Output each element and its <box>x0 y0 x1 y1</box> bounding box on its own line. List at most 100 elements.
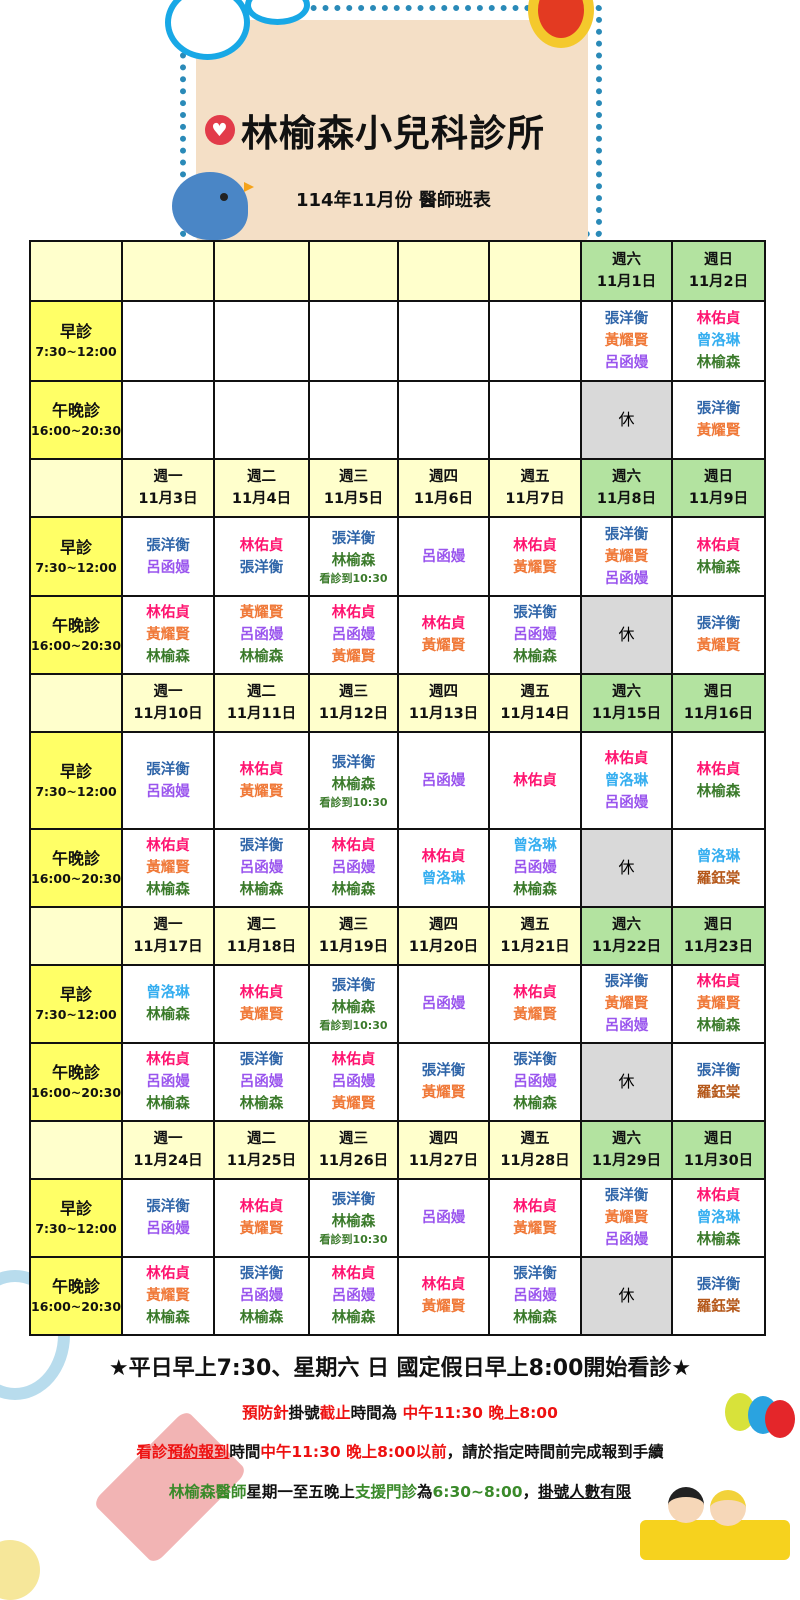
doctor-name: 林佑貞 <box>331 838 376 854</box>
doctor-name: 黃耀賢 <box>146 627 190 643</box>
schedule-cell: 林佑貞 林榆森 <box>671 731 766 830</box>
date-label: 11月16日 <box>683 706 754 722</box>
day-header <box>488 240 582 302</box>
session-name: 早診 <box>59 322 92 341</box>
doctor-name: 林榆森 <box>239 649 284 665</box>
schedule-cell: 呂函嫚 <box>397 964 490 1044</box>
pencil-car-illustration <box>640 1520 790 1560</box>
schedule-cell: 林佑貞 黃耀賢 <box>213 1178 310 1258</box>
doctor-name: 張洋衡 <box>239 838 284 854</box>
clinic-name: 林榆森小兒科診所 <box>241 112 545 155</box>
day-header <box>213 240 310 302</box>
doctor-name: 呂函嫚 <box>146 783 190 800</box>
date-label: 11月15日 <box>591 706 662 722</box>
doctor-name: 林榆森 <box>696 783 741 800</box>
doctor-name: 張洋衡 <box>331 1192 376 1208</box>
doctor-name: 曾洛琳 <box>696 849 741 865</box>
doctor-name: 林榆森 <box>331 1000 376 1016</box>
schedule-cell: 林佑貞 曾洛琳 呂函嫚 <box>580 731 673 830</box>
notice-segment: 林榆森醫師 <box>168 1483 247 1501</box>
weekday-label: 週五 <box>520 917 550 933</box>
doctor-name: 羅鈺棠 <box>696 1299 741 1315</box>
doctor-name: 林榆森 <box>146 1310 190 1326</box>
doctor-name: 呂函嫚 <box>421 548 466 565</box>
doctor-name: 林佑貞 <box>239 985 284 1001</box>
weekday-label: 週四 <box>429 1131 458 1147</box>
doctor-name: 羅鈺棠 <box>696 871 741 887</box>
session-time: 7:30~12:00 <box>35 1221 117 1236</box>
date-label: 11月18日 <box>226 939 297 955</box>
date-label: 11月17日 <box>133 939 203 955</box>
doctor-name: 黃耀賢 <box>421 638 466 654</box>
bird-beak <box>244 182 254 192</box>
doctor-name: 張洋衡 <box>696 616 741 632</box>
weekday-label: 週三 <box>339 469 368 485</box>
schedule-cell: 林佑貞 張洋衡 <box>213 516 310 597</box>
notice-segment: 看診 <box>136 1443 168 1461</box>
weekday-label: 週六 <box>612 684 641 700</box>
evening-label: 午晚診 16:00~20:30 <box>29 380 123 460</box>
doctor-name: 呂函嫚 <box>239 627 284 643</box>
schedule-cell: 林佑貞 呂函嫚 黃耀賢 <box>308 1042 399 1122</box>
notice-segment: 預約報到 <box>167 1443 230 1461</box>
doctor-name: 黃耀賢 <box>239 1007 284 1023</box>
doctor-name: 曾洛琳 <box>513 838 557 854</box>
weekday-label: 週日 <box>704 469 733 485</box>
date-label: 11月10日 <box>133 706 203 722</box>
doctor-name: 黃耀賢 <box>513 559 557 576</box>
doctor-name: 呂函嫚 <box>421 772 466 789</box>
doctor-name: 黃耀賢 <box>696 996 741 1012</box>
doctor-name: 林榆森 <box>331 1214 376 1230</box>
doctor-name: 林榆森 <box>513 1310 557 1326</box>
bird-icon <box>172 172 248 240</box>
evening-label: 午晚診 16:00~20:30 <box>29 1042 123 1122</box>
hours-note: 看診到10:30 <box>319 1233 388 1246</box>
doctor-name: 呂函嫚 <box>604 570 649 587</box>
schedule-cell: 呂函嫚 <box>397 731 490 830</box>
session-name: 午晚診 <box>51 616 100 635</box>
schedule-cell: 張洋衡 呂函嫚 林榆森 <box>488 595 582 675</box>
doctor-name: 林佑貞 <box>421 616 466 632</box>
doctor-name: 張洋衡 <box>146 537 190 554</box>
vaccine-notice: 預防針掛號截止時間為 中午11:30 晚上8:00 <box>0 1401 800 1423</box>
schedule-cell: 林佑貞 黃耀賢 林榆森 <box>121 595 215 675</box>
day-header: 週二 11月25日 <box>213 1120 310 1180</box>
doctor-name: 曾洛琳 <box>421 871 466 887</box>
date-label: 11月11日 <box>226 706 297 722</box>
schedule-cell: 林佑貞 黃耀賢 林榆森 <box>671 964 766 1044</box>
doctor-name: 呂函嫚 <box>239 1288 284 1304</box>
doctor-name: 黃耀賢 <box>146 1288 190 1304</box>
schedule-cell: 張洋衡 呂函嫚 林榆森 <box>488 1256 582 1336</box>
weekday-label: 週日 <box>704 684 733 700</box>
notice-segment: ， <box>522 1483 539 1501</box>
schedule-cell <box>213 380 310 460</box>
week-header-row: 週一 11月3日 週二 11月4日 週三 11月5日 週四 11月6日 週五 11月7日 週六 11月… <box>29 458 766 518</box>
doctor-name: 林佑貞 <box>331 1266 376 1282</box>
doctor-name: 林佑貞 <box>331 1052 376 1068</box>
weekday-label: 週六 <box>612 917 641 933</box>
doctor-name: 呂函嫚 <box>421 1210 466 1226</box>
heart-icon: ♥ <box>205 115 235 145</box>
doctor-name: 林榆森 <box>696 1232 741 1248</box>
decor-dot <box>0 1540 40 1600</box>
session-name: 早診 <box>59 761 92 781</box>
doctor-name: 林佑貞 <box>696 974 741 990</box>
rest-cell: 休 <box>580 1042 673 1122</box>
session-name: 午晚診 <box>51 401 100 420</box>
schedule-cell <box>213 300 310 382</box>
boy-icon <box>668 1487 704 1523</box>
doctor-name: 張洋衡 <box>331 978 376 994</box>
weekday-label: 週六 <box>612 1131 641 1147</box>
schedule-cell: 張洋衡 呂函嫚 <box>121 731 215 830</box>
doctor-name: 呂函嫚 <box>239 1074 284 1090</box>
date-label: 11月14日 <box>500 706 570 722</box>
weekday-label: 週三 <box>339 917 368 933</box>
weekday-label: 週二 <box>247 684 276 700</box>
weekday-label: 週日 <box>704 917 733 933</box>
morning-row: 早診 7:30~12:00 曾洛琳 林榆森 林佑貞 黃耀賢 張洋衡 林榆森 看診到10:30 呂函… <box>29 964 766 1044</box>
doctor-name: 林榆森 <box>239 1096 284 1112</box>
schedule-cell: 張洋衡 呂函嫚 林榆森 <box>213 828 310 908</box>
date-label: 11月12日 <box>318 706 389 722</box>
weekday-label: 週四 <box>429 917 458 933</box>
doctor-name: 黃耀賢 <box>604 1210 649 1226</box>
